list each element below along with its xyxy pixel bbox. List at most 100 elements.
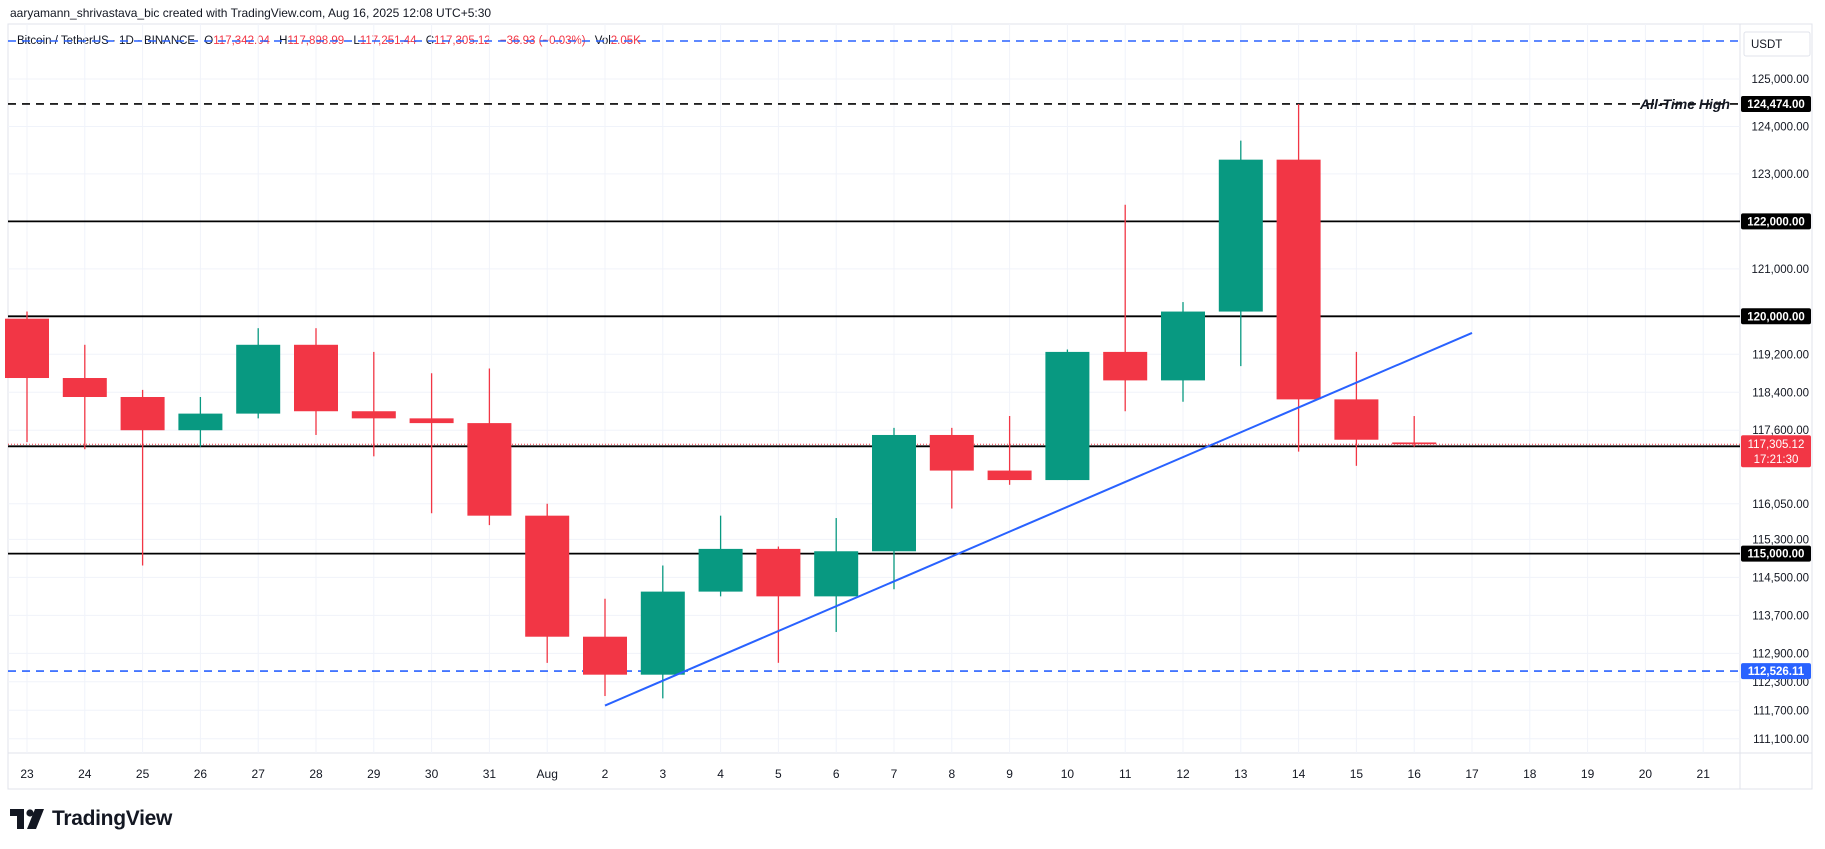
level-price-text: 124,474.00	[1747, 99, 1805, 111]
candle-body	[1161, 311, 1205, 381]
candle-body	[640, 591, 685, 675]
level-price-tag	[1741, 308, 1811, 325]
candle-body	[5, 318, 49, 379]
y-tick-label: 115,300.00	[1752, 534, 1809, 546]
x-tick-label: 21	[1697, 767, 1711, 781]
x-tick-label: 8	[948, 767, 955, 781]
level-price-text: 115,000.00	[1748, 549, 1805, 561]
axes: 23 24 25 26 27 28 29 30 31 Aug 2 3 4 5 6 7 8 9 10 11 12 13 14 1…	[20, 31, 1811, 781]
y-tick-label: 112,900.00	[1752, 648, 1809, 660]
candle-body	[698, 548, 743, 592]
currency-box	[1743, 31, 1811, 57]
y-tick-label: 124,000.00	[1751, 121, 1809, 133]
y-tick-label: 121,000.00	[1751, 264, 1809, 276]
candle-body	[467, 423, 512, 516]
y-tick-label: 117,600.00	[1752, 425, 1809, 437]
x-tick-label: 31	[483, 767, 497, 781]
tradingview-logo-text: TradingView	[52, 807, 173, 830]
candle-body	[872, 434, 916, 552]
outer-frame	[7, 23, 1813, 790]
y-tick-label: 113,700.00	[1752, 610, 1809, 622]
candle-body	[929, 434, 974, 471]
x-tick-label: 26	[194, 767, 208, 781]
candle-body	[987, 470, 1032, 481]
high-label: H	[279, 35, 288, 47]
x-tick-label: 27	[252, 767, 266, 781]
x-tick-label: 29	[367, 767, 381, 781]
open-value: 117,342.04	[213, 35, 270, 47]
x-tick-label: 25	[136, 767, 150, 781]
candle-body	[1103, 351, 1148, 381]
candle-body	[756, 548, 801, 597]
countdown-text: 17:21:30	[1754, 454, 1799, 466]
x-tick-label: 13	[1234, 767, 1248, 781]
y-tick-label: 125,000.00	[1751, 74, 1809, 86]
candles	[5, 103, 1437, 699]
current-price-text: 117,305.12	[1748, 439, 1805, 451]
y-tick-label: 112,300.00	[1752, 677, 1809, 689]
x-tick-label: 2	[602, 767, 609, 781]
y-tick-label: 123,000.00	[1751, 169, 1809, 181]
candle-body	[1334, 399, 1379, 440]
chart-attribution: aaryamann_shrivastava_bic created with T…	[10, 6, 492, 20]
x-tick-label: 9	[1006, 767, 1013, 781]
level-price-text: 112,526.11	[1748, 666, 1805, 678]
candle-body	[1218, 159, 1263, 312]
y-tick-label: 119,200.00	[1752, 349, 1809, 361]
x-tick-label: 16	[1408, 767, 1422, 781]
candle-body	[583, 636, 627, 675]
x-tick-label: 19	[1581, 767, 1595, 781]
x-tick-label: 24	[78, 767, 92, 781]
grid-lines	[7, 23, 1813, 790]
y-tick-label: 111,700.00	[1753, 705, 1809, 717]
y-tick-label: 116,050.00	[1752, 499, 1809, 511]
candle-body	[409, 418, 454, 424]
candle-body	[1392, 442, 1437, 445]
price-labels: 124,474.00 All-Time High 122,000.00 120,000…	[1639, 95, 1811, 680]
x-tick-label: 30	[425, 767, 439, 781]
tradingview-logo: TradingView	[10, 807, 172, 831]
current-price-tag	[1741, 435, 1811, 468]
y-tick-label: 118,400.00	[1752, 387, 1809, 399]
x-tick-label: 14	[1292, 767, 1306, 781]
level-price-tag	[1741, 95, 1811, 112]
x-tick-label: 23	[20, 767, 34, 781]
level-price-tag	[1741, 545, 1811, 562]
x-tick-label: 20	[1639, 767, 1653, 781]
trendline-layer	[604, 332, 1473, 707]
x-tick-label: 12	[1176, 767, 1190, 781]
candle-body	[236, 344, 281, 414]
candlestick-chart[interactable]: 23 24 25 26 27 28 29 30 31 Aug 2 3 4 5 6 7 8 9 10 11 12 13 14 1…	[0, 0, 1825, 800]
ohlc-legend: Bitcoin / TetherUS · 1D · BINANCE O117,3…	[17, 35, 641, 47]
x-tick-label: 11	[1119, 767, 1132, 781]
level-price-text: 122,000.00	[1747, 216, 1805, 228]
level-price-tag	[1741, 663, 1811, 680]
x-tick-label: 3	[659, 767, 666, 781]
support-trendline	[604, 332, 1473, 707]
low-label: L	[353, 35, 360, 47]
x-tick-label: 6	[833, 767, 840, 781]
x-tick-label: 7	[891, 767, 898, 781]
x-tick-label: 18	[1523, 767, 1537, 781]
candle-body	[1045, 351, 1090, 481]
x-tick-label: 10	[1061, 767, 1075, 781]
candle-body	[351, 411, 396, 419]
all-time-high-note: All-Time High	[1639, 96, 1730, 112]
x-tick-label: 5	[775, 767, 782, 781]
x-tick-label: 15	[1350, 767, 1364, 781]
level-price-tag	[1741, 213, 1811, 230]
currency-label: USDT	[1751, 39, 1782, 51]
candle-body	[294, 344, 338, 412]
x-tick-label: 17	[1465, 767, 1479, 781]
horizontal-levels	[8, 40, 1740, 672]
y-tick-label: 114,500.00	[1752, 572, 1809, 584]
tradingview-logo-icon	[10, 809, 44, 829]
x-tick-label: 28	[309, 767, 323, 781]
candle-body	[120, 397, 165, 431]
candle-body	[525, 515, 570, 637]
candle-body	[62, 378, 107, 397]
x-tick-label: Aug	[537, 767, 558, 781]
candle-body	[178, 413, 223, 431]
x-tick-label: 4	[717, 767, 724, 781]
level-price-text: 120,000.00	[1747, 311, 1805, 323]
